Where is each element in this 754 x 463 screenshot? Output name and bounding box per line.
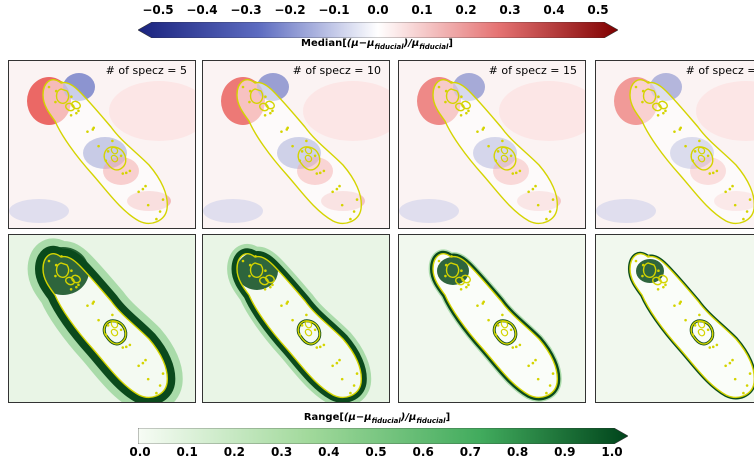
- range-colorbar-tick: 0.4: [318, 445, 340, 459]
- median-colorbar-label: Median[(μ−μfiducial)/μfiducial]: [301, 38, 453, 51]
- median-panel: # of specz = 15: [398, 60, 586, 229]
- range-colorbar-tick: 0.5: [365, 445, 387, 459]
- median-colorbar-bar: [138, 22, 618, 38]
- median-colorbar-tick: 0.0: [367, 3, 389, 17]
- range-colorbar-tick: 0.7: [459, 445, 482, 459]
- range-colorbar-tick: 1.0: [601, 445, 623, 459]
- range-colorbar-tick: 0.1: [176, 445, 198, 459]
- median-colorbar-tick: −0.4: [186, 3, 218, 17]
- median-panel: # of specz = 5: [8, 60, 196, 229]
- range-colorbar-tick: 0.6: [412, 445, 434, 459]
- range-critical-curves: [432, 253, 558, 399]
- panel-title: # of specz = 20: [685, 64, 754, 77]
- range-colorbar-tick: 0.8: [506, 445, 529, 459]
- range-colorbar-bar: [138, 428, 628, 444]
- range-critical-curves: [42, 253, 168, 399]
- median-critical-curves: [629, 79, 754, 225]
- median-critical-curves: [432, 79, 558, 225]
- median-panel: # of specz = 20: [595, 60, 754, 229]
- median-colorbar-tick: 0.4: [543, 3, 565, 17]
- median-colorbar-tick: −0.1: [318, 3, 350, 17]
- median-panel: # of specz = 10: [202, 60, 390, 229]
- median-critical-curves: [236, 79, 362, 225]
- median-colorbar-tick: −0.5: [142, 3, 174, 17]
- range-colorbar-label: Range[(μ−μfiducial)/μfiducial]: [303, 412, 451, 425]
- range-colorbar-tick: 0.0: [129, 445, 151, 459]
- range-panel: [8, 234, 196, 403]
- median-colorbar-tick: 0.5: [587, 3, 609, 17]
- median-colorbar-tick: −0.2: [274, 3, 306, 17]
- range-colorbar-tick: 0.9: [554, 445, 576, 459]
- range-panel: [398, 234, 586, 403]
- median-colorbar-tick: 0.1: [411, 3, 433, 17]
- panel-title: # of specz = 15: [488, 64, 577, 77]
- panel-title: # of specz = 10: [292, 64, 381, 77]
- range-colorbar-tick: 0.2: [223, 445, 246, 459]
- median-colorbar-tick: 0.3: [499, 3, 521, 17]
- range-panel: [202, 234, 390, 403]
- range-panel: [595, 234, 754, 403]
- median-colorbar-tick: 0.2: [455, 3, 477, 17]
- range-critical-curves: [236, 253, 362, 399]
- range-critical-curves: [629, 253, 754, 399]
- median-colorbar-tick: −0.3: [230, 3, 262, 17]
- range-colorbar-tick: 0.3: [270, 445, 293, 459]
- median-critical-curves: [42, 79, 168, 225]
- panel-title: # of specz = 5: [105, 64, 187, 77]
